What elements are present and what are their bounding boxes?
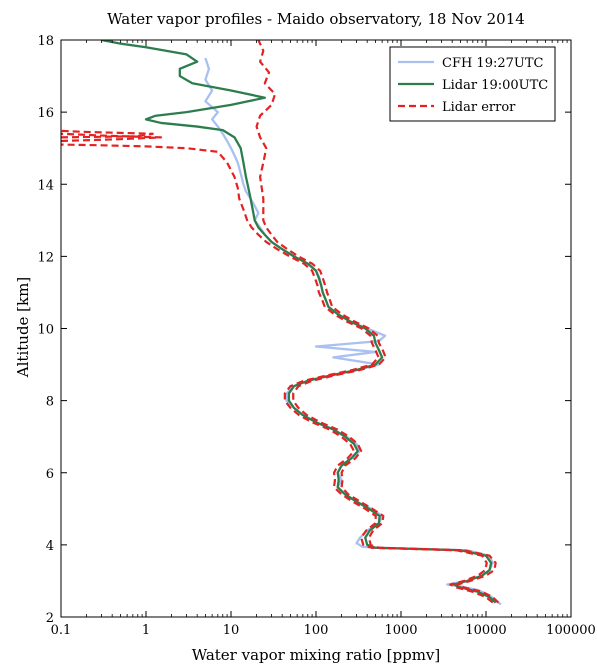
series-line-3-part-4 (61, 129, 154, 139)
x-tick-label: 1 (142, 623, 150, 638)
series-group (61, 40, 502, 606)
x-tick-label: 100 (304, 623, 329, 638)
y-tick-label: 8 (46, 395, 54, 410)
y-tick-label: 12 (37, 250, 54, 265)
series-line-3-part-1 (255, 40, 500, 604)
legend-label-3: Lidar error (442, 100, 516, 115)
y-tick-label: 10 (37, 323, 54, 338)
series-line-2 (101, 40, 497, 604)
x-tick-label: 0.1 (51, 623, 72, 638)
legend: CFH 19:27UTC Lidar 19:00UTC Lidar error (389, 46, 556, 122)
series-line-3-part-3 (61, 132, 163, 143)
y-tick-label: 18 (37, 34, 54, 49)
y-tick-label: 6 (46, 467, 54, 482)
x-axis-title: Water vapor mixing ratio [ppmv] (192, 646, 441, 664)
axes: 0.1 1 10 100 1000 10000 100000 2 4 6 8 10 12 14 16 18 (37, 34, 595, 638)
x-tick-label: 1000 (384, 623, 417, 638)
y-tick-label: 16 (37, 106, 54, 121)
y-tick-label: 4 (46, 539, 54, 554)
x-tick-label: 100000 (546, 623, 596, 638)
y-tick-label: 14 (37, 178, 54, 193)
series-line-3-part-2 (61, 143, 494, 604)
x-tick-label: 10 (223, 623, 240, 638)
chart-title: Water vapor profiles - Maido observatory… (107, 10, 525, 28)
y-axis-title: Altitude [km] (14, 277, 32, 378)
y-tick-label: 2 (46, 611, 54, 626)
legend-label-1: CFH 19:27UTC (442, 56, 544, 71)
x-tick-label: 10000 (465, 623, 506, 638)
legend-label-2: Lidar 19:00UTC (442, 78, 548, 93)
plot-area (61, 40, 502, 606)
plot-frame (60, 39, 572, 618)
series-line-1 (204, 57, 502, 606)
